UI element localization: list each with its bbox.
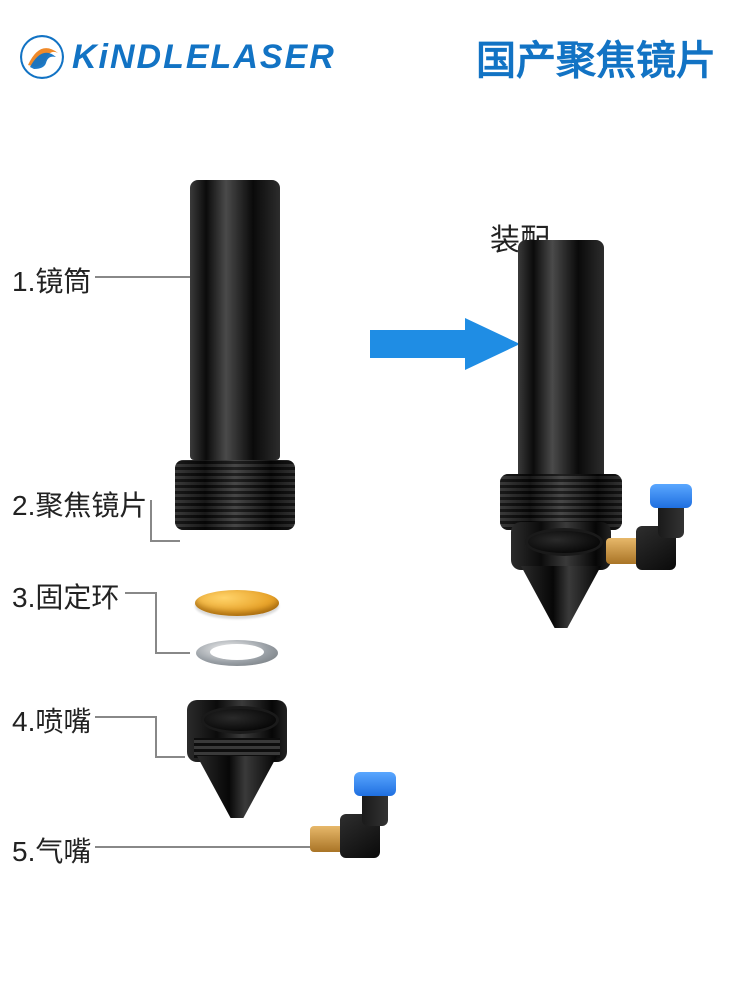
part-name: 固定环 [35, 582, 119, 613]
part-name: 聚焦镜片 [35, 490, 147, 521]
part-nozzle [182, 700, 292, 820]
part-index: 1 [12, 266, 28, 297]
part-label-1: 1.镜筒 [12, 260, 91, 300]
leader-line [95, 716, 155, 718]
flame-icon [20, 35, 64, 79]
leader-line [95, 276, 190, 278]
part-index: 5 [12, 836, 28, 867]
part-tube [190, 180, 280, 460]
part-index: 4 [12, 706, 28, 737]
leader-line [150, 540, 180, 542]
brand-logo: KiNDLELASER [20, 35, 336, 79]
leader-line [95, 846, 310, 848]
part-focus-lens [195, 590, 279, 616]
part-name: 气嘴 [35, 836, 91, 867]
page-title: 国产聚焦镜片 [476, 28, 716, 86]
diagram-stage: 1.镜筒 2.聚焦镜片 3.固定环 4.喷嘴 5.气嘴 装配 [0, 140, 750, 960]
leader-line [155, 652, 190, 654]
part-index: 2 [12, 490, 28, 521]
leader-line [150, 500, 152, 540]
part-label-4: 4.喷嘴 [12, 700, 91, 740]
header: KiNDLELASER 国产聚焦镜片 [0, 0, 750, 86]
leader-line [155, 756, 185, 758]
leader-line [125, 592, 155, 594]
part-label-2: 2.聚焦镜片 [12, 484, 147, 524]
assembly-arrow-icon [370, 318, 520, 375]
part-name: 喷嘴 [35, 706, 91, 737]
part-index: 3 [12, 582, 28, 613]
part-fixing-ring [196, 640, 278, 666]
part-label-5: 5.气嘴 [12, 830, 91, 870]
part-name: 镜筒 [35, 266, 91, 297]
leader-line [155, 592, 157, 652]
leader-line [155, 716, 157, 756]
part-collar [175, 460, 295, 530]
part-air-fitting [310, 790, 420, 880]
part-label-3: 3.固定环 [12, 576, 119, 616]
brand-name: KiNDLELASER [72, 38, 336, 77]
